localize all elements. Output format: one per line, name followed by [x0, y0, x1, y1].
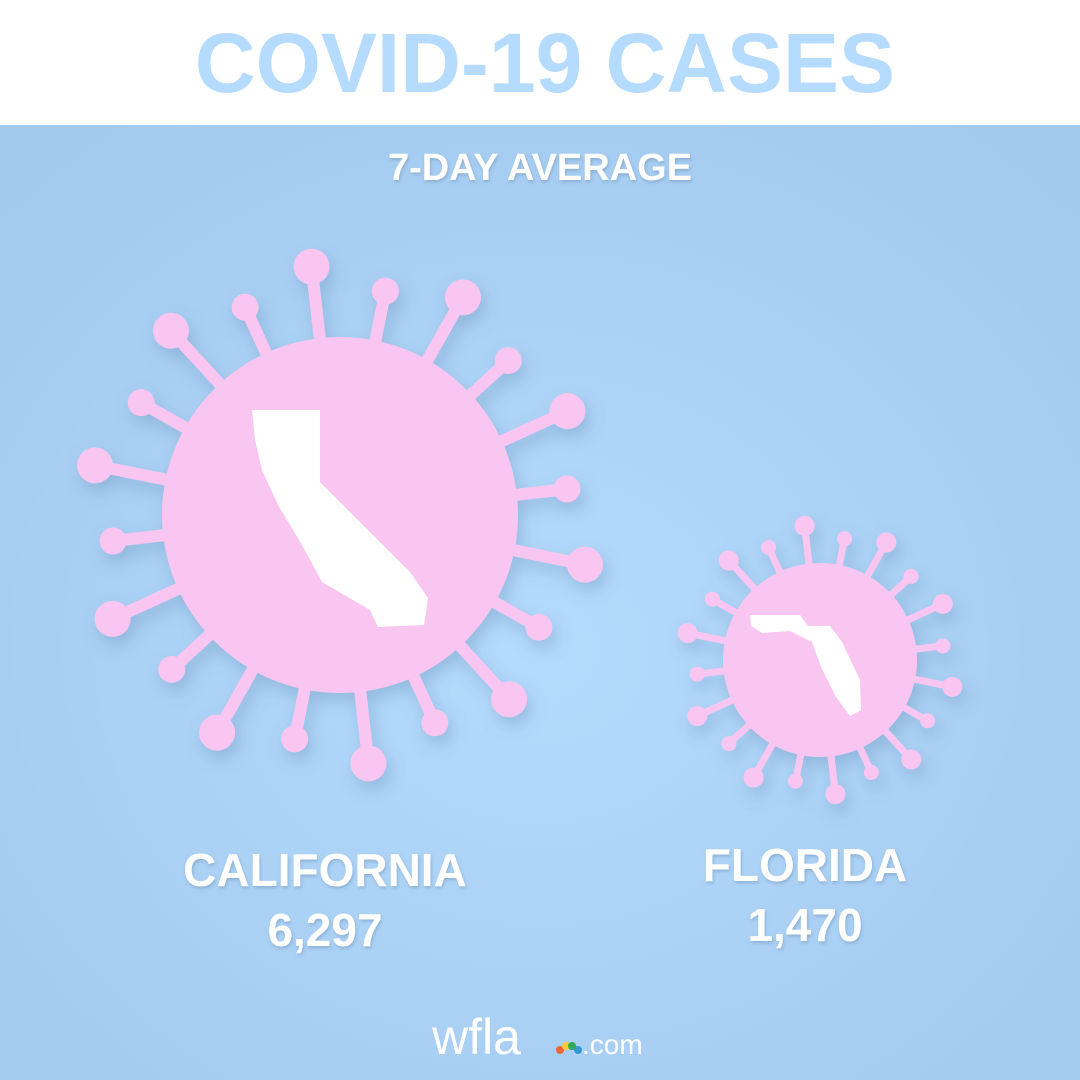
- case-count: 6,297: [267, 904, 382, 956]
- spike-knob: [837, 531, 853, 547]
- spike-knob: [825, 784, 846, 805]
- spike-knob: [350, 745, 387, 782]
- spike-knob: [99, 527, 127, 555]
- spike-knob: [94, 600, 131, 637]
- spike-knob: [444, 279, 481, 316]
- spike-knob: [689, 666, 705, 682]
- spike-knob: [903, 568, 919, 584]
- spike-knob: [293, 248, 330, 285]
- spike-knob: [721, 736, 737, 752]
- spike-knob: [525, 613, 553, 641]
- spike-knob: [761, 540, 777, 556]
- spike-knob: [677, 623, 698, 644]
- spike-knob: [281, 725, 309, 753]
- state-name: CALIFORNIA: [183, 844, 467, 896]
- spike-knob: [687, 706, 708, 727]
- spike-knob: [942, 676, 963, 697]
- subtitle: 7-DAY AVERAGE: [388, 147, 692, 189]
- spike-knob: [549, 393, 586, 430]
- background: [0, 125, 1080, 1080]
- spike-knob: [932, 593, 953, 614]
- spike-knob: [718, 550, 739, 571]
- title: COVID-19 CASES: [195, 16, 895, 110]
- spike-knob: [494, 347, 522, 375]
- spike-knob: [231, 293, 259, 321]
- spike-knob: [794, 515, 815, 536]
- spike-knob: [421, 709, 449, 737]
- california-shape: [252, 410, 428, 627]
- logo-suffix: .com: [582, 1029, 643, 1060]
- florida-shape: [750, 615, 861, 716]
- spike-knob: [553, 475, 581, 503]
- spike-knob: [920, 713, 936, 729]
- logo-peacock: [556, 1042, 582, 1054]
- state-name: FLORIDA: [703, 839, 907, 891]
- spike-knob: [76, 447, 113, 484]
- header-band: [0, 0, 1080, 125]
- spike-knob: [704, 591, 720, 607]
- spike-knob: [152, 312, 189, 349]
- spike-knob: [876, 532, 897, 553]
- spike-knob: [127, 389, 155, 417]
- spike-knob: [567, 546, 604, 583]
- spike-knob: [787, 773, 803, 789]
- spike-knob: [199, 714, 236, 751]
- spike-knob: [901, 749, 922, 770]
- spike-knob: [743, 767, 764, 788]
- case-count: 1,470: [747, 899, 862, 951]
- spike-knob: [371, 277, 399, 305]
- spike-knob: [935, 638, 951, 654]
- spike-knob: [158, 655, 186, 683]
- logo-brand: wfla: [431, 1009, 521, 1065]
- spike-knob: [863, 764, 879, 780]
- spike-knob: [491, 681, 528, 718]
